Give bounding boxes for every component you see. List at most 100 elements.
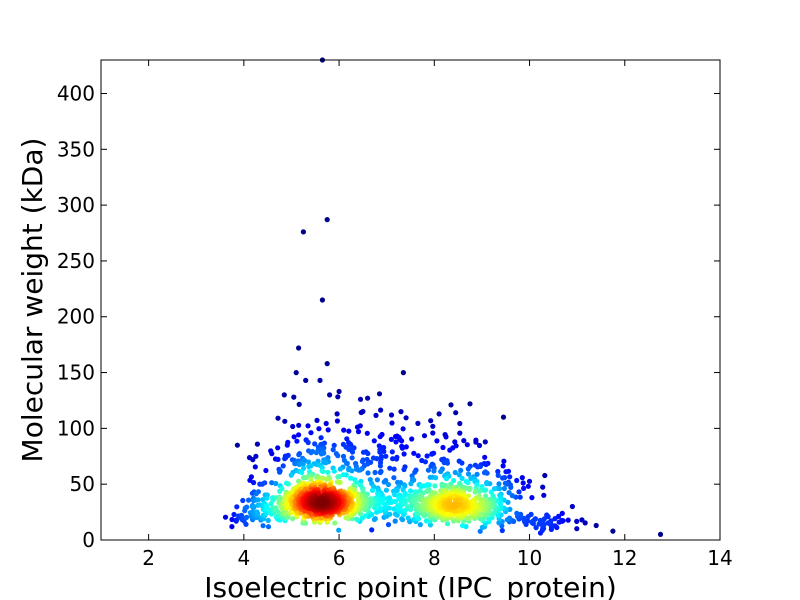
data-point [300, 465, 307, 471]
data-point [529, 495, 535, 501]
data-point [299, 469, 305, 475]
data-point [467, 401, 473, 407]
data-point [514, 510, 520, 516]
x-tick-label: 2 [142, 546, 155, 570]
data-point [346, 428, 352, 434]
data-point [385, 481, 391, 488]
data-point [476, 442, 483, 449]
data-point [275, 456, 281, 462]
data-point [504, 517, 510, 523]
data-point [574, 518, 580, 525]
data-point [500, 463, 506, 469]
data-point [421, 433, 428, 439]
data-point [346, 446, 352, 452]
data-point [377, 469, 383, 476]
data-point [365, 395, 371, 401]
data-point [285, 481, 291, 487]
data-point [403, 444, 409, 450]
data-point [290, 516, 296, 522]
data-point [335, 453, 341, 459]
data-point [320, 499, 326, 505]
data-point [362, 513, 368, 519]
data-point [281, 392, 287, 398]
data-point [377, 463, 383, 469]
data-point [401, 466, 407, 473]
data-point [296, 461, 302, 468]
data-point [448, 402, 454, 408]
data-point [296, 345, 302, 351]
data-point [247, 477, 253, 483]
data-point [303, 474, 309, 481]
data-point [443, 475, 450, 482]
data-point [477, 528, 483, 534]
data-point [430, 423, 436, 429]
data-point [335, 394, 341, 400]
data-point [377, 449, 383, 455]
data-point [399, 445, 405, 451]
data-point [332, 520, 338, 526]
data-point [457, 420, 463, 427]
data-point [525, 514, 531, 520]
data-point [277, 469, 283, 475]
data-point [579, 517, 585, 523]
data-point [507, 474, 513, 480]
data-point [244, 514, 250, 521]
data-point [330, 447, 336, 453]
data-point [473, 439, 479, 445]
data-point [283, 509, 289, 516]
data-point [505, 499, 511, 505]
data-point [273, 505, 279, 511]
data-point [296, 452, 302, 458]
data-point [559, 510, 565, 516]
data-point [291, 434, 297, 440]
data-point [392, 498, 399, 505]
data-point [519, 475, 525, 481]
data-point [556, 519, 562, 525]
y-tick-label: 300 [57, 193, 95, 217]
data-point [657, 531, 664, 538]
data-point [370, 455, 377, 461]
data-point [275, 415, 281, 421]
data-point [357, 396, 364, 402]
data-point [305, 439, 311, 446]
data-point [444, 521, 451, 527]
data-point [401, 451, 407, 457]
data-point [255, 497, 261, 503]
data-point [495, 512, 501, 519]
data-point [336, 479, 342, 486]
data-point [415, 420, 421, 426]
data-point [313, 450, 319, 456]
data-point [488, 489, 494, 495]
data-point [389, 449, 395, 455]
data-point [346, 467, 352, 473]
data-point [428, 418, 434, 424]
data-point [323, 420, 329, 427]
data-point [503, 469, 509, 475]
data-point [349, 449, 356, 455]
data-point [506, 490, 512, 496]
data-point [387, 465, 393, 471]
data-point [459, 484, 465, 490]
data-point [521, 515, 527, 521]
data-point [282, 456, 288, 462]
y-tick-label: 50 [70, 472, 95, 496]
data-point [542, 472, 548, 479]
data-point [517, 494, 523, 500]
data-point [482, 439, 488, 445]
data-point [514, 477, 520, 484]
data-point [251, 480, 257, 486]
data-point [427, 522, 433, 528]
data-point [269, 451, 275, 457]
data-point [253, 491, 259, 497]
data-point [323, 476, 329, 482]
data-point [306, 463, 312, 470]
data-point [296, 401, 302, 407]
data-point [415, 453, 421, 459]
data-point [516, 489, 522, 495]
x-tick-label: 4 [237, 546, 250, 570]
data-point [400, 370, 406, 376]
data-point [273, 480, 279, 487]
data-point [540, 484, 546, 490]
data-point [293, 370, 299, 376]
data-point [378, 407, 384, 413]
